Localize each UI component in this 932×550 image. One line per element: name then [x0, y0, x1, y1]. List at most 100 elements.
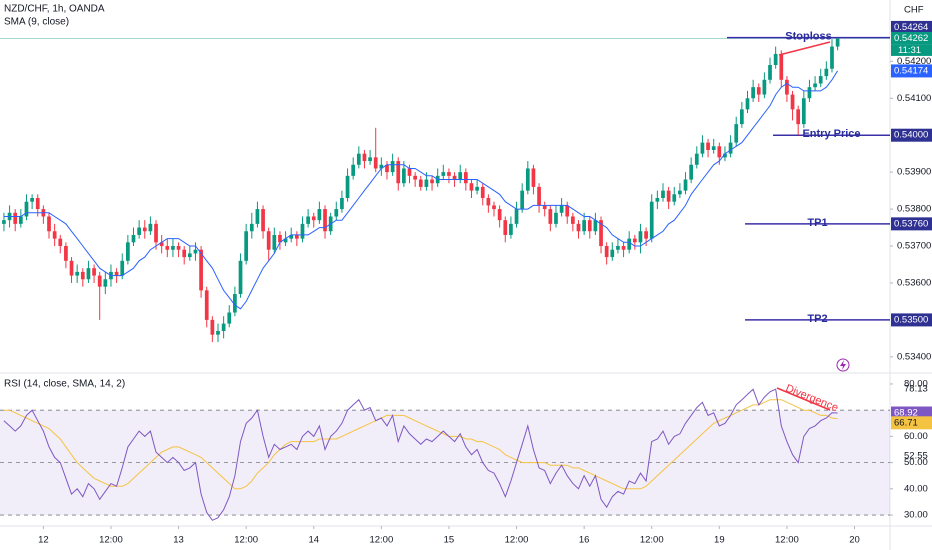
candle-body — [407, 168, 412, 176]
candle-body — [402, 168, 406, 184]
candle-body — [300, 223, 305, 239]
rsi-tick-label: 50.00 — [904, 457, 928, 468]
level-name: TP1 — [807, 217, 827, 229]
candle-body — [13, 212, 18, 224]
candle-body — [244, 231, 249, 261]
candle-body — [2, 220, 6, 224]
candle-body — [706, 142, 710, 150]
alert-icon[interactable] — [836, 358, 850, 372]
candle-body — [447, 172, 451, 176]
candle-body — [418, 179, 423, 187]
level-price-label: 0.54000 — [894, 130, 928, 141]
candle-body — [830, 46, 834, 69]
candle-body — [165, 246, 170, 250]
y-tick-label: 0.54200 — [897, 56, 931, 67]
rsi-tick-label: 30.00 — [904, 510, 928, 521]
candle-body — [137, 227, 141, 235]
candle-body — [255, 209, 260, 224]
candle-body — [356, 153, 361, 165]
candle-body — [593, 220, 598, 232]
candle-body — [599, 220, 603, 247]
candle-body — [266, 231, 271, 250]
y-tick-label: 0.53700 — [897, 241, 931, 252]
last-price-label: 0.54262 — [894, 33, 928, 44]
candle-body — [824, 68, 829, 77]
y-tick-label: 0.53900 — [897, 167, 931, 178]
candle-body — [362, 153, 367, 162]
level-name: Entry Price — [802, 128, 860, 140]
candle-body — [261, 209, 265, 232]
candle-body — [159, 242, 164, 247]
candle-body — [340, 198, 344, 210]
candle-body — [514, 209, 519, 224]
candle-body — [75, 271, 80, 276]
chart-title: NZD/CHF, 1h, OANDA — [4, 4, 105, 15]
level-price-label: 0.53760 — [894, 218, 928, 229]
candle-body — [666, 190, 671, 202]
candle-body — [728, 142, 733, 154]
y-tick-label: 0.54100 — [897, 93, 931, 104]
candle-body — [430, 179, 434, 184]
candle-body — [723, 153, 727, 158]
candle-body — [779, 53, 784, 80]
candle-body — [249, 223, 254, 232]
candle-body — [683, 179, 688, 191]
candle-body — [616, 246, 620, 250]
candle-body — [373, 157, 378, 169]
x-tick-label: 12 — [38, 535, 49, 546]
candle-body — [154, 223, 158, 243]
candle-body — [756, 87, 761, 95]
rsi-sma-line — [3, 399, 838, 490]
candle-body — [385, 164, 389, 173]
currency-label: CHF — [904, 5, 924, 16]
sma-line — [3, 70, 839, 310]
candle-body — [632, 238, 637, 243]
countdown-bg — [891, 44, 932, 56]
candle-body — [317, 209, 322, 221]
candle-body — [818, 76, 823, 84]
x-tick-label: 12:00 — [505, 535, 529, 546]
candle-body — [64, 246, 68, 261]
candle-body — [694, 153, 699, 165]
candle-body — [790, 94, 795, 110]
level-name: TP2 — [807, 313, 827, 325]
rsi-sma-value-bg — [891, 416, 932, 430]
candle-body — [210, 319, 215, 335]
candle-body — [497, 209, 502, 221]
candle-body — [176, 246, 181, 250]
x-tick-label: 19 — [714, 535, 725, 546]
plot-layer: 0.54200 0.54100 0.53900 0.53800 0.53700 0.536… — [0, 20, 932, 546]
candle-body — [745, 98, 750, 110]
candle-body — [734, 124, 739, 143]
candle-body — [751, 87, 755, 99]
candle-body — [396, 161, 401, 184]
candle-body — [711, 146, 716, 150]
candle-body — [835, 38, 840, 47]
candle-body — [739, 109, 744, 125]
candle-body — [379, 164, 384, 169]
candle-body — [785, 79, 789, 95]
candle-body — [131, 234, 136, 243]
candle-body — [18, 216, 23, 224]
x-tick-label: 16 — [579, 535, 590, 546]
candle-body — [148, 223, 153, 232]
candle-body — [193, 249, 198, 254]
candle-body — [796, 109, 801, 125]
level-price-label: 0.53500 — [894, 314, 928, 325]
candle-body — [762, 79, 767, 95]
rsi-tick-label: 60.00 — [904, 431, 928, 442]
candle-body — [773, 53, 778, 66]
candle-body — [475, 186, 479, 191]
rsi-marked-label: 52.55 — [904, 450, 928, 461]
candle-body — [813, 83, 817, 88]
candle-body — [542, 205, 547, 210]
candle-body — [92, 268, 96, 276]
candle-body — [272, 234, 277, 250]
candle-body — [717, 146, 722, 158]
candle-body — [661, 190, 665, 199]
candle-body — [233, 294, 237, 313]
candle-body — [672, 194, 677, 202]
rsi-value-label-bg — [891, 406, 932, 420]
rsi-marked-label: 78.13 — [904, 383, 928, 394]
rsi-value-label: 68.92 — [894, 408, 918, 419]
